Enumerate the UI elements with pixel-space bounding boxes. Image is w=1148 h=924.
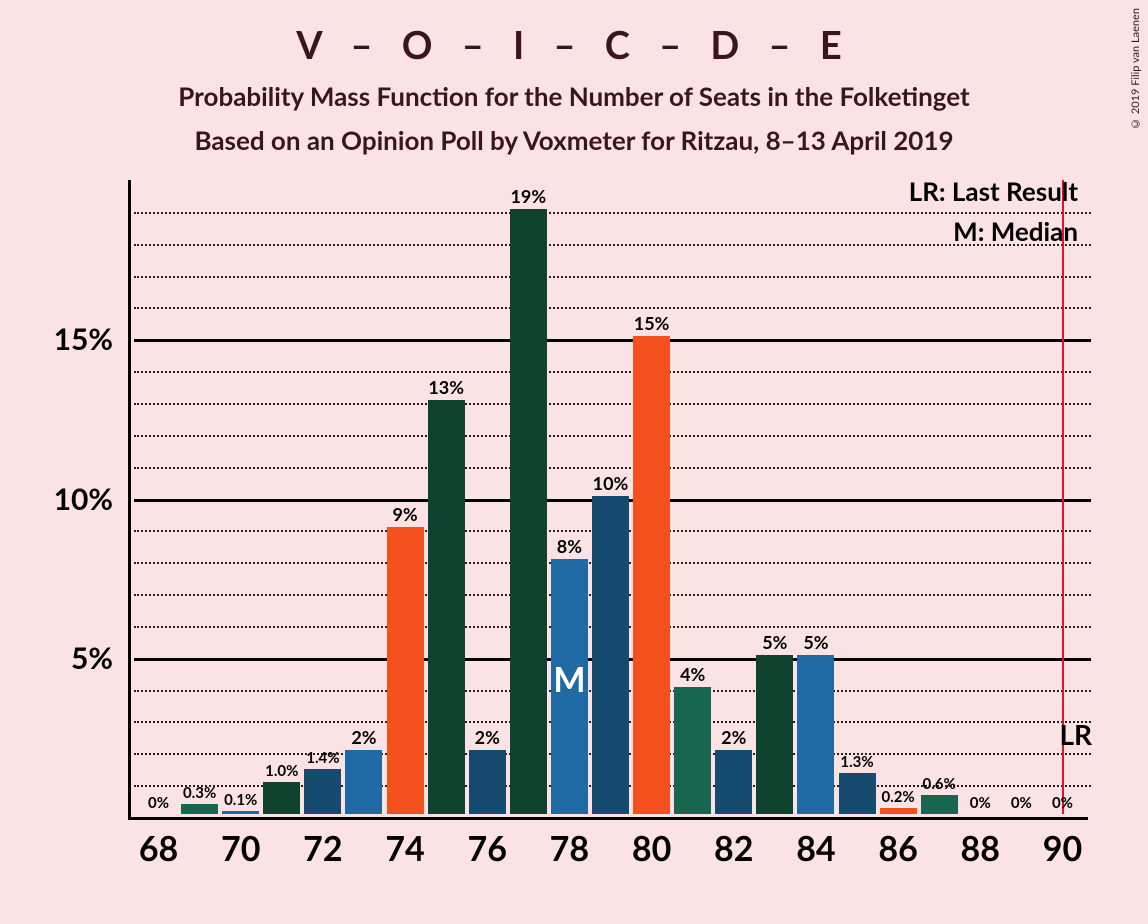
bar-value-label: 0% <box>1022 794 1102 812</box>
x-tick-label: 72 <box>278 828 368 869</box>
bar <box>674 687 711 814</box>
bar-value-label: 15% <box>612 312 692 334</box>
bar <box>880 808 917 814</box>
x-tick-label: 86 <box>853 828 943 869</box>
axes: 5%10%15%LR0%0.3%0.1%1.0%1.4%2%9%13%2%19%… <box>128 180 1088 820</box>
bar <box>715 750 752 814</box>
x-tick-label: 78 <box>524 828 614 869</box>
y-tick-label: 5% <box>23 640 113 676</box>
gridline-minor <box>134 307 1091 309</box>
bar <box>469 750 506 814</box>
bar <box>756 655 793 814</box>
chart-subtitle-1: Probability Mass Function for the Number… <box>0 80 1148 112</box>
chart-subtitle-2: Based on an Opinion Poll by Voxmeter for… <box>0 124 1148 156</box>
legend-m: M: Median <box>953 215 1078 247</box>
x-tick-label: 70 <box>196 828 286 869</box>
bar <box>304 769 341 814</box>
bar <box>633 336 670 814</box>
gridline-major <box>134 339 1091 342</box>
bar <box>263 782 300 814</box>
bar <box>222 811 259 814</box>
bar <box>797 655 834 814</box>
x-tick-label: 88 <box>935 828 1025 869</box>
x-tick-label: 68 <box>114 828 204 869</box>
copyright-text: © 2019 Filip van Laenen <box>1129 8 1142 130</box>
bar-value-label: 1.3% <box>817 753 897 771</box>
x-tick-label: 90 <box>1017 828 1107 869</box>
x-tick-label: 74 <box>360 828 450 869</box>
x-tick-label: 84 <box>771 828 861 869</box>
bar-value-label: 0.6% <box>899 775 979 793</box>
x-tick-label: 82 <box>689 828 779 869</box>
lr-axis-label: LR <box>1059 717 1092 751</box>
x-tick-label: 80 <box>607 828 697 869</box>
gridline-minor <box>134 403 1091 405</box>
bar <box>387 527 424 814</box>
chart-plot-area: 5%10%15%LR0%0.3%0.1%1.0%1.4%2%9%13%2%19%… <box>128 180 1088 820</box>
bar-value-label: 4% <box>653 663 733 685</box>
y-tick-label: 15% <box>23 321 113 357</box>
median-marker: M <box>539 659 599 700</box>
y-tick-label: 10% <box>23 481 113 517</box>
bar <box>428 400 465 814</box>
chart-title: V – O – I – C – D – E <box>0 22 1148 68</box>
gridline-minor <box>134 212 1091 214</box>
bar <box>592 496 629 815</box>
gridline-minor <box>134 244 1091 246</box>
gridline-minor <box>134 371 1091 373</box>
bar <box>345 750 382 814</box>
legend-lr: LR: Last Result <box>909 175 1078 207</box>
bar-value-label: 5% <box>776 631 856 653</box>
gridline-minor <box>134 435 1091 437</box>
bar-value-label: 13% <box>406 376 486 398</box>
bar <box>510 209 547 814</box>
gridline-minor <box>134 276 1091 278</box>
gridline-minor <box>134 467 1091 469</box>
bar-value-label: 19% <box>488 185 568 207</box>
x-tick-label: 76 <box>442 828 532 869</box>
